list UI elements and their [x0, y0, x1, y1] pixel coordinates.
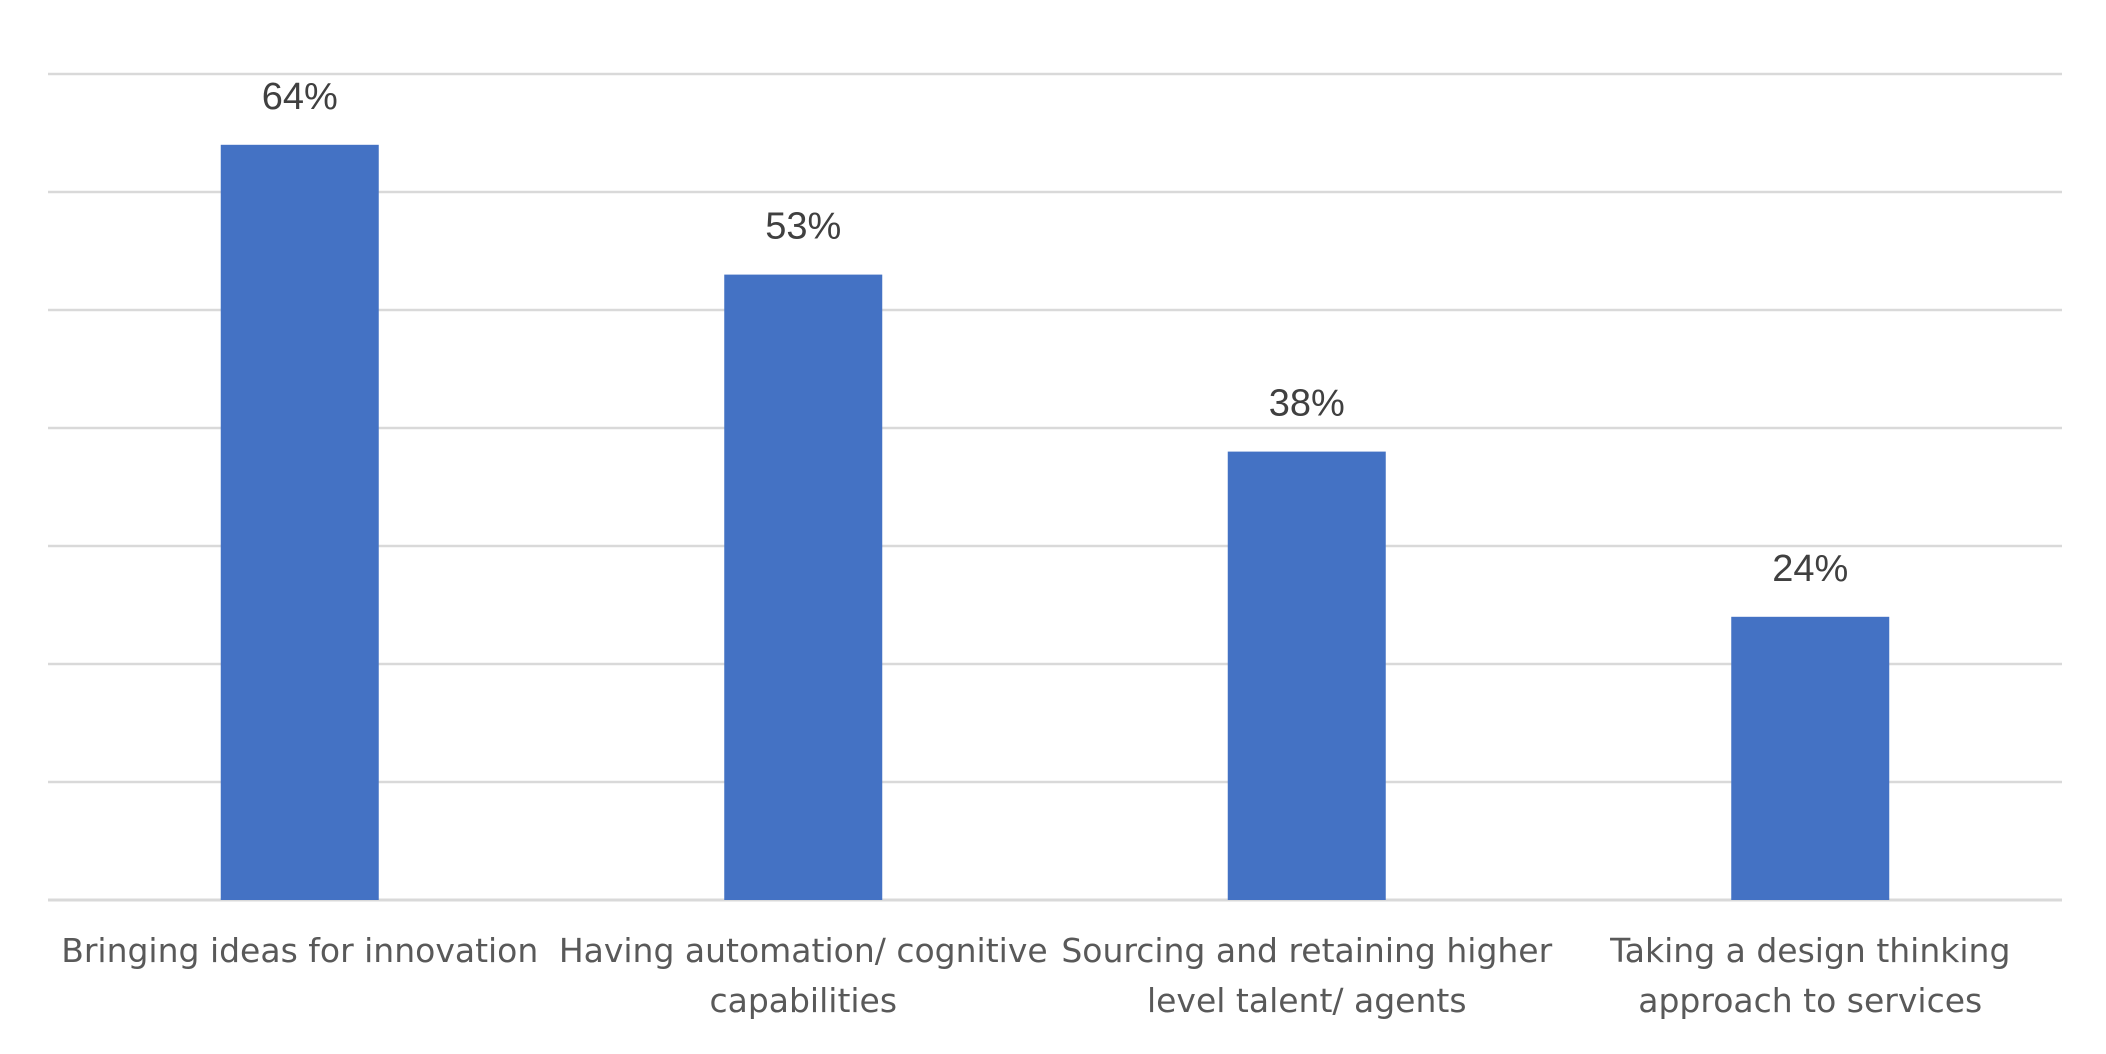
- category-label-line: approach to services: [1638, 981, 1982, 1020]
- category-label-line: capabilities: [709, 981, 897, 1020]
- category-label-line: Having automation/ cognitive: [559, 931, 1048, 970]
- bar: [220, 144, 379, 901]
- category-label: Bringing ideas for innovation: [61, 931, 538, 970]
- category-label: Taking a design thinking approach to serv…: [1609, 931, 2010, 1020]
- bar: [1731, 616, 1890, 900]
- category-labels: Bringing ideas for innovation Having auto…: [61, 931, 2010, 1020]
- gridlines: [48, 72, 2062, 902]
- bars: [220, 144, 1890, 901]
- category-label: Having automation/ cognitive capabilities: [559, 931, 1048, 1020]
- data-label: 38%: [1269, 383, 1345, 425]
- data-label: 24%: [1772, 548, 1848, 590]
- bar: [1227, 451, 1386, 900]
- category-label: Sourcing and retaining higher level talen…: [1061, 931, 1552, 1020]
- data-label: 53%: [765, 206, 841, 248]
- category-label-line: Taking a design thinking: [1609, 931, 2010, 970]
- bar: [724, 274, 883, 901]
- data-label: 64%: [262, 76, 338, 118]
- category-label-line: Bringing ideas for innovation: [61, 931, 538, 970]
- category-label-line: level talent/ agents: [1147, 981, 1467, 1020]
- category-label-line: Sourcing and retaining higher: [1061, 931, 1552, 970]
- data-labels: 64% 53% 38% 24%: [262, 76, 1849, 590]
